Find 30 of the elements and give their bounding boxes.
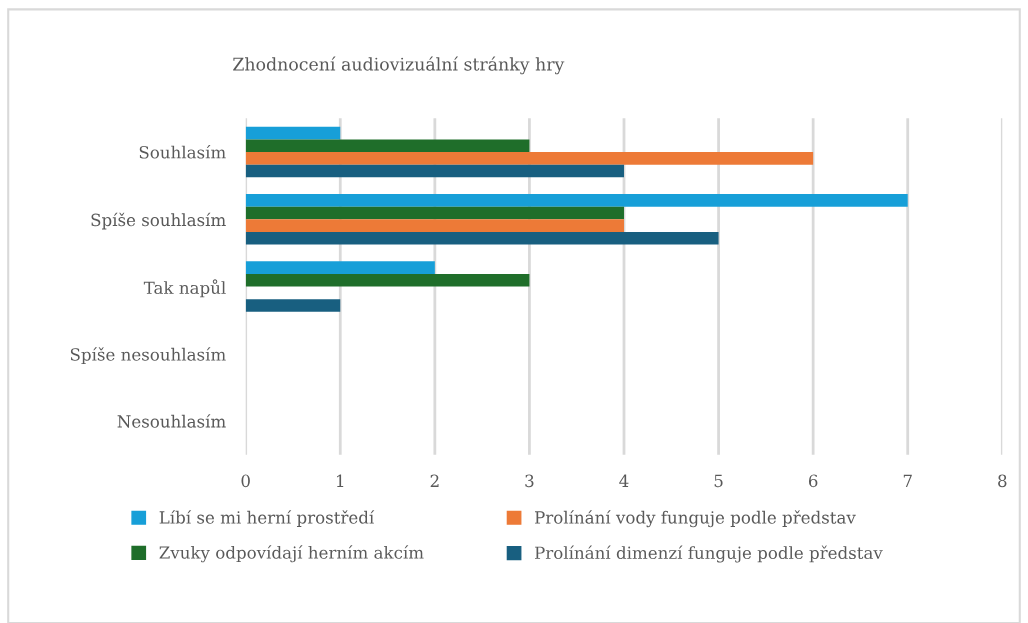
x-tick-label: 3 [525,474,534,488]
bar [245,261,435,274]
bar [245,206,624,220]
bar [245,139,530,153]
x-tick-label: 7 [903,474,912,487]
bar [245,273,530,287]
y-tick-label: Nesouhlasím [117,414,226,428]
bar [245,231,719,245]
x-tick-label: 1 [337,474,344,487]
bar [245,152,814,165]
y-tick-label: Spíše souhlasím [91,212,226,230]
bar [245,219,624,232]
y-tick-label: Tak napůl [143,279,226,298]
x-tick-label: 2 [430,474,439,487]
x-tick-label: 0 [241,474,250,488]
x-tick-label: 5 [714,474,723,488]
x-tick-label: 4 [619,474,629,487]
bar [245,194,908,207]
y-tick-label: Souhlasím [139,145,226,159]
bar [245,126,341,140]
legend-label: Líbí se mi herní prostředí [159,510,375,527]
legend-label: Zvuky odpovídají herním akcím [159,545,424,563]
bar [245,299,341,312]
legend-label: Prolínání vody funguje podle představ [534,510,856,528]
x-tick-label: 6 [808,474,818,488]
chart-title: Zhodnocení audiovizuální stránky hry [233,56,565,75]
x-tick-label: 8 [998,474,1007,488]
legend-label: Prolínání dimenzí funguje podle představ [534,545,883,563]
y-tick-label: Spíše nesouhlasím [70,347,226,364]
bar [245,164,624,178]
